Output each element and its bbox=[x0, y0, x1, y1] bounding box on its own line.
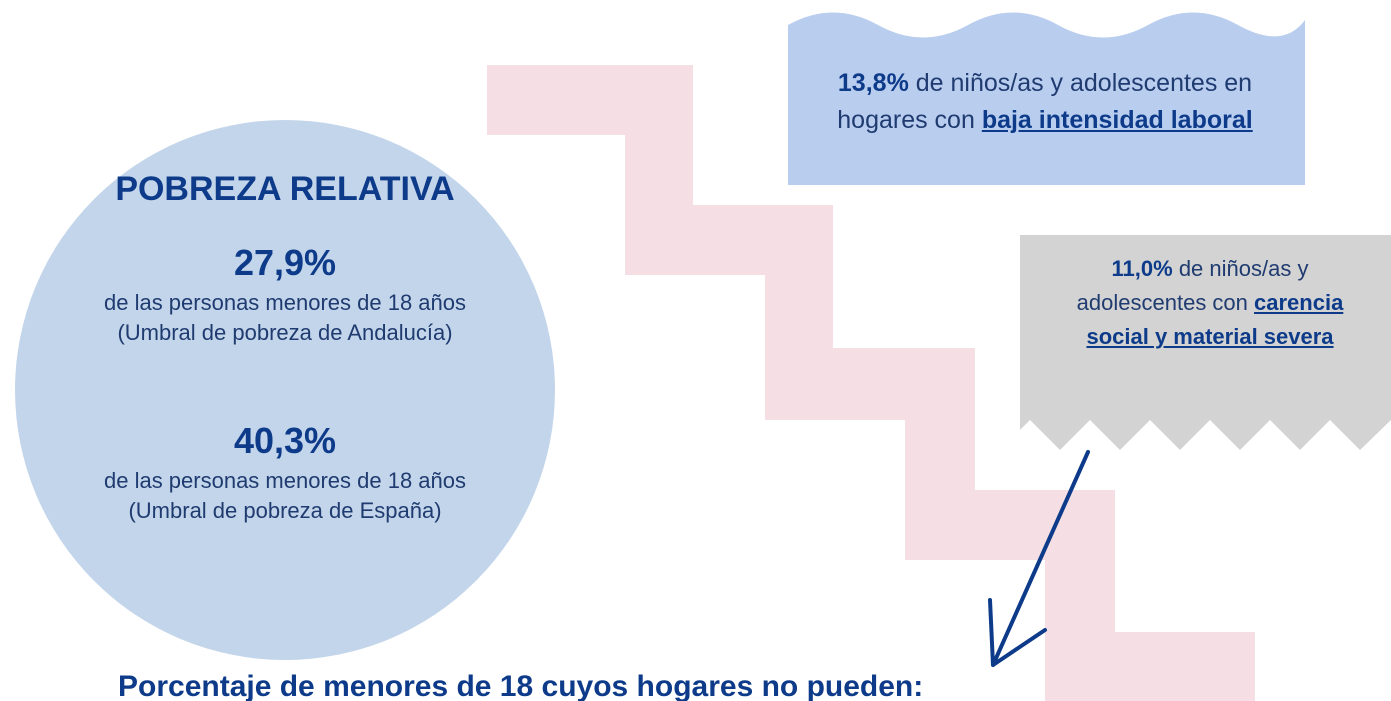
box-value: 11,0% bbox=[1111, 256, 1173, 281]
arrow bbox=[988, 450, 1090, 667]
stat-value: 27,9% bbox=[233, 242, 337, 283]
box-emphasis: carencia social y material severa bbox=[1086, 290, 1344, 349]
circle bbox=[15, 120, 555, 660]
blue-box bbox=[788, 12, 1305, 185]
box-value: 13,8% bbox=[837, 69, 909, 97]
stat-value: 40,3% bbox=[233, 420, 337, 461]
stat-text: de las personas menores de 18 años (Umbr… bbox=[103, 290, 466, 345]
box-emphasis: baja intensidad laboral bbox=[981, 106, 1253, 134]
staircase bbox=[487, 65, 1255, 701]
footer-heading: Porcentaje de menores de 18 cuyos hogare… bbox=[118, 670, 924, 701]
grey-box bbox=[1020, 235, 1391, 450]
stat-text: de las personas menores de 18 años (Umbr… bbox=[103, 468, 466, 523]
box-body: de niños/as y adolescentes con bbox=[1076, 256, 1309, 315]
box-text: 11,0% de niños/as y adolescentes con car… bbox=[1050, 252, 1370, 354]
box-body: de niños/as y adolescentes en hogares co… bbox=[837, 69, 1253, 134]
box-text: 13,8% de niños/as y adolescentes en hoga… bbox=[800, 65, 1290, 139]
circle-title: POBREZA RELATIVA bbox=[115, 170, 455, 208]
